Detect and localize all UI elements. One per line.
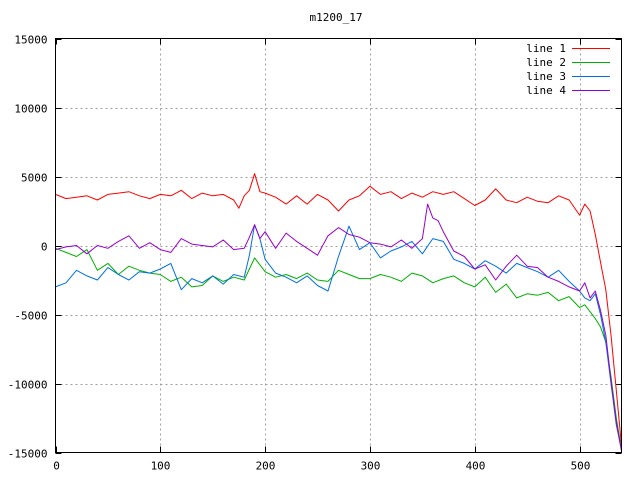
chart-title: m1200_17 — [310, 11, 363, 24]
series-line-1 — [55, 173, 622, 446]
series-line-3 — [55, 224, 622, 450]
y-axis: 15000 10000 5000 0 -5000 -10000 -15000 — [8, 34, 622, 461]
y-tick-label: -5000 — [14, 310, 47, 323]
x-axis: 0 100 200 300 400 500 — [53, 38, 591, 473]
plot-frame — [55, 38, 622, 453]
grid — [55, 38, 622, 453]
y-tick-label: 15000 — [14, 34, 47, 47]
y-tick-label: 10000 — [14, 103, 47, 116]
series-line-2 — [55, 247, 622, 450]
x-tick-label: 400 — [466, 460, 486, 473]
x-tick-label: 500 — [571, 460, 591, 473]
x-tick-label: 300 — [361, 460, 381, 473]
x-tick-label: 200 — [256, 460, 276, 473]
legend-label: line 1 — [526, 42, 566, 55]
legend-label: line 3 — [526, 70, 566, 83]
legend-label: line 2 — [526, 56, 566, 69]
legend-label: line 4 — [526, 84, 566, 97]
x-tick-label: 0 — [53, 460, 60, 473]
x-tick-label: 100 — [151, 460, 171, 473]
y-tick-label: 5000 — [21, 172, 48, 185]
plot-series — [55, 173, 622, 452]
y-tick-label: 0 — [41, 241, 48, 254]
y-tick-label: -10000 — [8, 379, 48, 392]
y-tick-label: -15000 — [8, 448, 48, 461]
series-line-4 — [55, 203, 622, 452]
